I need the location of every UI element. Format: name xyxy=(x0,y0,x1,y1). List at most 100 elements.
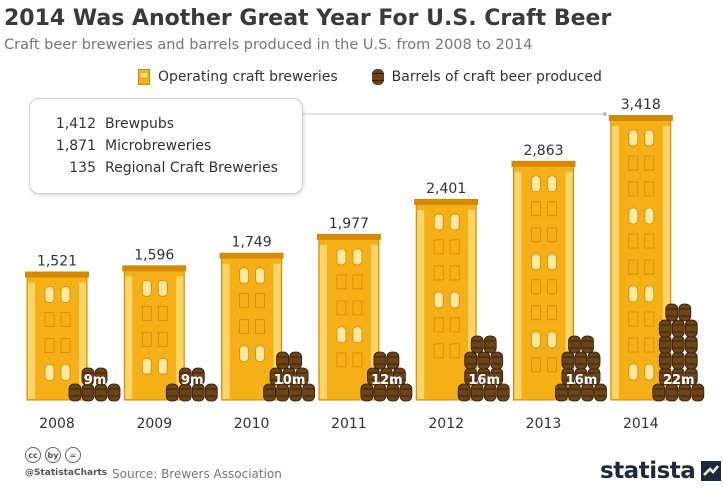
arched-window xyxy=(644,207,655,225)
barrel-stack xyxy=(360,351,413,402)
window-frame xyxy=(547,227,557,243)
barrel xyxy=(684,319,698,338)
year-tick-label: 2013 xyxy=(526,416,562,432)
barrel xyxy=(276,383,290,402)
arched-window xyxy=(449,213,460,231)
arched-window xyxy=(157,357,168,375)
arched-window xyxy=(239,345,250,363)
info-row-brewpubs: 1,412 Brewpubs xyxy=(30,116,302,138)
brewery-count-label: 2,401 xyxy=(426,181,466,197)
arched-window xyxy=(157,279,168,297)
window-frame xyxy=(433,239,444,255)
barrel xyxy=(269,367,283,386)
barrel-stack xyxy=(68,367,121,402)
barrel xyxy=(684,335,698,354)
year-tick-label: 2009 xyxy=(136,416,172,432)
arched-window xyxy=(547,331,557,349)
window-frame xyxy=(644,259,655,275)
building-panel xyxy=(222,263,230,399)
window-frame xyxy=(449,317,460,333)
building-body xyxy=(123,267,185,401)
window-frame xyxy=(255,293,266,309)
barrel xyxy=(678,383,692,402)
arched-window xyxy=(644,363,655,381)
barrel xyxy=(477,351,491,370)
info-value: 135 xyxy=(69,160,96,176)
building-panel xyxy=(273,263,281,399)
no-derivatives-icon[interactable]: = xyxy=(65,447,81,463)
year-tick-label: 2010 xyxy=(234,416,270,432)
arched-window xyxy=(547,175,557,193)
barrel-volume-label: 9m xyxy=(181,373,204,388)
arched-window xyxy=(336,248,347,266)
attribution-icon[interactable]: by xyxy=(45,447,61,463)
barrel xyxy=(671,351,685,370)
barrel xyxy=(561,351,575,370)
window-frame xyxy=(644,233,655,249)
window-frame xyxy=(531,305,541,321)
chart-title: 2014 Was Another Great Year For U.S. Cra… xyxy=(4,6,612,31)
barrel xyxy=(658,351,672,370)
barrel-volume-label: 9m xyxy=(84,373,107,388)
window-frame xyxy=(352,300,363,316)
barrel-volume-label: 12m xyxy=(371,373,403,388)
building-roof xyxy=(122,265,187,272)
building-roof xyxy=(414,198,479,205)
barrel-stack xyxy=(555,335,607,402)
info-label: Microbreweries xyxy=(105,138,212,154)
barrel xyxy=(282,367,296,386)
building-panel xyxy=(611,126,619,399)
brewery-count-label: 2,863 xyxy=(523,143,563,159)
barrel xyxy=(289,351,303,370)
barrel xyxy=(263,383,277,402)
twitter-handle[interactable]: @StatistaCharts xyxy=(25,468,108,478)
barrel xyxy=(191,367,205,386)
info-row-microbreweries: 1,871 Microbreweries xyxy=(30,138,302,160)
barrel xyxy=(691,383,705,402)
building-panel xyxy=(417,209,425,399)
arched-window xyxy=(644,129,655,147)
barrel xyxy=(581,383,594,402)
arched-window xyxy=(449,291,460,309)
barrel-stack xyxy=(652,303,705,402)
window-frame xyxy=(547,305,557,321)
barrel xyxy=(386,351,400,370)
window-frame xyxy=(433,317,444,333)
source-note: Source: Brewers Association xyxy=(112,467,282,481)
info-value: 1,412 xyxy=(55,116,96,132)
arched-window xyxy=(531,253,541,271)
barrel-volume-label: 16m xyxy=(468,373,500,388)
arched-window xyxy=(628,129,639,147)
barrel xyxy=(568,383,581,402)
barrel xyxy=(360,383,374,402)
barrel xyxy=(107,383,121,402)
window-frame xyxy=(157,305,168,321)
building-panel xyxy=(514,171,522,399)
legend-item-barrels: Barrels of craft beer produced xyxy=(371,69,602,85)
arched-window xyxy=(644,285,655,303)
license-icons: cc by = xyxy=(25,447,81,463)
creative-commons-icon[interactable]: cc xyxy=(25,447,41,463)
building-panel xyxy=(125,276,133,399)
building-panel xyxy=(468,209,476,399)
barrel xyxy=(496,383,510,402)
barrel xyxy=(81,367,95,386)
window-frame xyxy=(644,337,655,353)
barrel xyxy=(204,383,218,402)
barrel xyxy=(652,383,666,402)
callout-dot xyxy=(602,112,607,116)
building-panel xyxy=(565,171,573,399)
info-row-regional: 135 Regional Craft Breweries xyxy=(30,160,302,182)
barrel xyxy=(483,335,497,354)
arched-window xyxy=(336,326,347,344)
arched-window xyxy=(531,331,541,349)
brewery-building xyxy=(122,265,187,401)
barrel xyxy=(302,383,316,402)
barrel xyxy=(386,383,400,402)
arched-window xyxy=(44,286,55,303)
window-frame xyxy=(531,201,541,217)
window-frame xyxy=(628,337,639,353)
building-roof xyxy=(316,233,381,240)
statista-logo[interactable]: statista xyxy=(600,458,722,484)
legend-label-breweries: Operating craft breweries xyxy=(158,69,338,85)
